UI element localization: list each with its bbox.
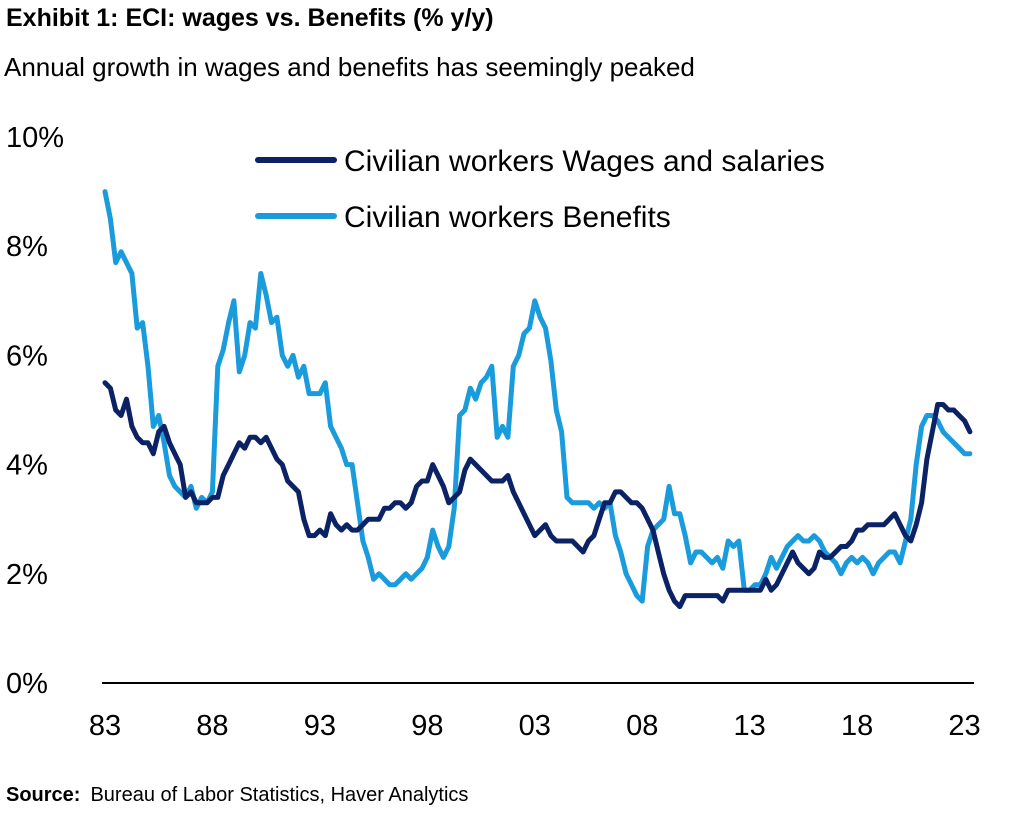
x-tick-label: 08 [626, 710, 658, 742]
y-tick-label: 8% [6, 231, 48, 263]
series-line-benefits [102, 189, 973, 604]
y-tick-label: 4% [6, 450, 48, 482]
chart-title: Exhibit 1: ECI: wages vs. Benefits (% y/… [6, 4, 494, 32]
x-tick-label: 03 [519, 710, 551, 742]
y-tick-label: 0% [6, 668, 48, 700]
series-line-wages [102, 380, 973, 610]
source-label: Source: [6, 784, 81, 806]
series-group [102, 189, 973, 610]
x-axis-ticks: 83 88 93 98 03 08 13 18 23 [89, 710, 981, 742]
x-tick-label: 93 [304, 710, 336, 742]
x-tick-label: 88 [196, 710, 228, 742]
y-tick-label: 2% [6, 559, 48, 591]
x-tick-label: 83 [89, 710, 121, 742]
legend-label: Civilian workers Benefits [344, 201, 671, 234]
legend-label: Civilian workers Wages and salaries [344, 145, 825, 178]
y-tick-label: 6% [6, 340, 48, 372]
x-tick-label: 23 [948, 710, 980, 742]
y-axis-ticks: 0% 2% 4% 6% 8% 10% [6, 122, 64, 700]
source-note: Source: Bureau of Labor Statistics, Haver… [6, 784, 468, 807]
x-tick-label: 13 [734, 710, 766, 742]
legend: Civilian workers Wages and salaries Civil… [255, 145, 825, 234]
y-tick-label: 10% [6, 122, 64, 154]
x-tick-label: 18 [841, 710, 873, 742]
source-text: Bureau of Labor Statistics, Haver Analyt… [90, 784, 469, 806]
chart-subtitle: Annual growth in wages and benefits has … [4, 52, 695, 82]
x-tick-label: 98 [411, 710, 443, 742]
